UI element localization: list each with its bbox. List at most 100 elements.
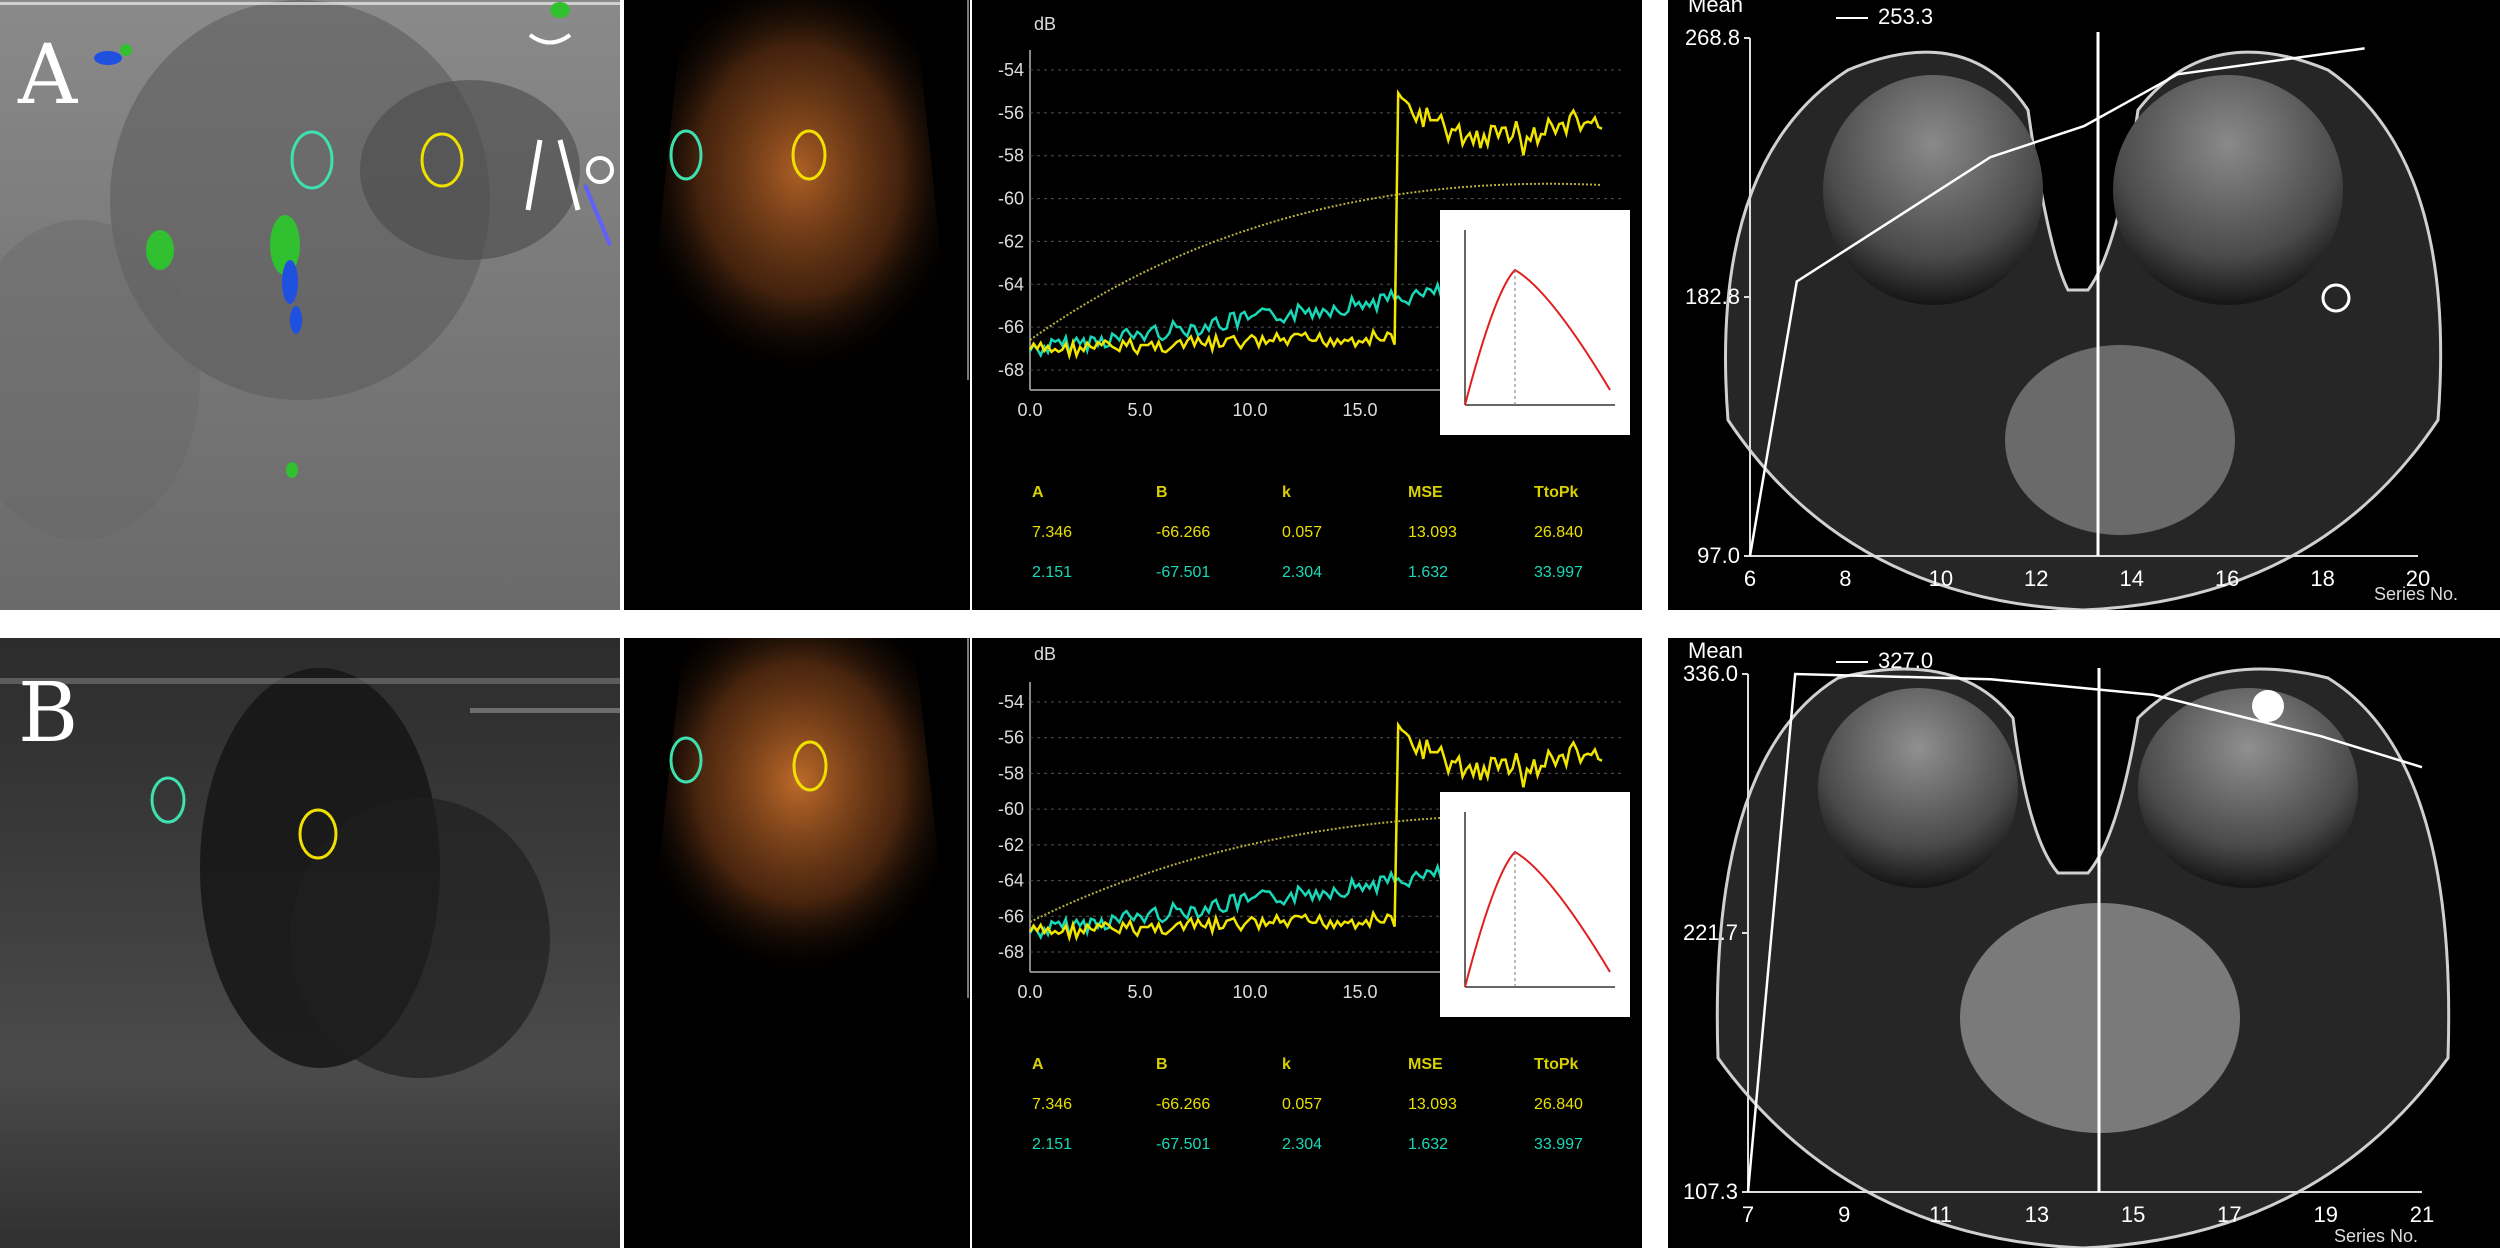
tic-x-tick: 0.0 bbox=[1017, 400, 1042, 420]
mri-x-tick: 18 bbox=[2310, 566, 2334, 591]
table-header: MSE bbox=[1408, 1056, 1443, 1073]
mri-image-a: Mean 253.3 268.8 182.8 97.0 6 8 10 12 14 16 18 20 … bbox=[1668, 0, 2500, 610]
tic-parameter-table: A B k MSE TtoPk 7.346 -66.266 0.057 13.0… bbox=[972, 462, 1642, 602]
mri-x-tick: 14 bbox=[2119, 566, 2143, 591]
mri-y-tick: 97.0 bbox=[1697, 543, 1740, 568]
mri-x-tick: 12 bbox=[2024, 566, 2048, 591]
row-a: A dB -54 -56 -58 -60 -62 -64 -66 -68 0.0 5.0 10.0 1… bbox=[0, 0, 2500, 610]
tic-y-tick: -54 bbox=[998, 692, 1024, 712]
mri-enhancement-curve bbox=[1746, 672, 2423, 1193]
mri-x-tick: 21 bbox=[2410, 1202, 2434, 1227]
tic-fit-curve bbox=[1029, 182, 1603, 341]
table-header: k bbox=[1282, 484, 1291, 501]
mri-title: Mean bbox=[1688, 0, 1743, 17]
ultrasound-image-b: B bbox=[0, 638, 620, 1248]
body-marker-icon bbox=[525, 139, 581, 211]
mri-x-tick: 11 bbox=[1929, 1202, 1952, 1227]
row-b: B dB -54 -56 -58 -60 -62 -64 -66 -68 0.0 5.0 10.0 1… bbox=[0, 638, 2500, 1248]
mri-y-tick: 336.0 bbox=[1683, 661, 1738, 686]
tic-x-tick: 0.0 bbox=[1017, 982, 1042, 1002]
mri-legend-value: 253.3 bbox=[1878, 4, 1933, 29]
row-label: A bbox=[18, 28, 78, 123]
table-header: MSE bbox=[1408, 484, 1443, 501]
table-cell: 33.997 bbox=[1534, 1136, 1583, 1153]
table-cell: 7.346 bbox=[1032, 1096, 1073, 1113]
mri-x-tick: 8 bbox=[1839, 566, 1851, 591]
roi-cyan-circle bbox=[669, 736, 703, 784]
roi-cyan-circle bbox=[290, 130, 334, 190]
tic-y-tick: -56 bbox=[998, 728, 1024, 748]
left-breast-tissue bbox=[1818, 688, 2018, 888]
table-header: k bbox=[1282, 1056, 1291, 1073]
table-header: A bbox=[1032, 484, 1044, 501]
table-cell: -66.266 bbox=[1156, 524, 1211, 541]
mri-x-tick: 13 bbox=[2025, 1202, 2049, 1227]
tic-y-tick: -54 bbox=[998, 60, 1024, 80]
ceus-image-a bbox=[624, 0, 970, 610]
ultrasound-image-a: A bbox=[0, 0, 620, 610]
mri-title: Mean bbox=[1688, 638, 1743, 663]
table-header: A bbox=[1032, 1056, 1044, 1073]
tic-plot-a: dB -54 -56 -58 -60 -62 -64 -66 -68 0.0 5.0 10.0 15.… bbox=[998, 14, 1630, 435]
roi-yellow-circle bbox=[792, 740, 828, 792]
roi-cyan-circle bbox=[669, 129, 703, 181]
tic-parameter-table: A B k MSE TtoPk 7.346 -66.266 0.057 13.0… bbox=[972, 1034, 1642, 1174]
tic-y-tick: -64 bbox=[998, 871, 1024, 891]
tic-y-tick: -68 bbox=[998, 360, 1024, 380]
mri-x-tick: 20 bbox=[2406, 566, 2430, 591]
table-cell: 2.304 bbox=[1282, 564, 1323, 581]
mri-x-tick: 16 bbox=[2215, 566, 2239, 591]
table-cell: 2.151 bbox=[1032, 564, 1073, 581]
mri-y-tick: 221.7 bbox=[1683, 920, 1738, 945]
table-cell: 0.057 bbox=[1282, 524, 1323, 541]
table-cell: -67.501 bbox=[1156, 564, 1211, 581]
mri-x-tick: 17 bbox=[2217, 1202, 2241, 1227]
roi-cyan-circle bbox=[150, 776, 186, 824]
roi-circle bbox=[2321, 283, 2351, 313]
table-cell: 26.840 bbox=[1534, 1096, 1583, 1113]
tic-chart-b: dB -54 -56 -58 -60 -62 -64 -66 -68 0.0 5.0 10.0 15.… bbox=[972, 638, 1642, 1248]
mri-x-tick: 7 bbox=[1742, 1202, 1754, 1227]
mri-image-b: Mean 327.0 336.0 221.7 107.3 7 9 11 13 15 17 19 21… bbox=[1668, 638, 2500, 1248]
mri-plot-b: Mean 327.0 336.0 221.7 107.37 9 11 13 15 17 19 21… bbox=[1683, 638, 2451, 1248]
tic-y-tick: -66 bbox=[998, 906, 1024, 926]
tic-y-tick: -64 bbox=[998, 274, 1024, 294]
ceus-enhancement bbox=[644, 0, 954, 380]
tic-inset-diagram bbox=[1440, 792, 1630, 1017]
right-breast-tissue bbox=[2138, 688, 2358, 888]
heart bbox=[2005, 345, 2235, 535]
mri-x-tick: 10 bbox=[1929, 566, 1953, 591]
tic-x-tick: 10.0 bbox=[1232, 982, 1267, 1002]
mri-y-tick: 268.8 bbox=[1685, 25, 1740, 50]
mri-x-label: Series No. bbox=[2374, 584, 2458, 604]
tic-unit: dB bbox=[1034, 14, 1056, 34]
mri-x-tick: 15 bbox=[2121, 1202, 2145, 1227]
table-cell: 26.840 bbox=[1534, 524, 1583, 541]
mri-enhancement-curve bbox=[1748, 47, 2365, 557]
tic-x-tick: 5.0 bbox=[1127, 400, 1152, 420]
tic-x-tick: 5.0 bbox=[1127, 982, 1152, 1002]
tic-y-tick: -60 bbox=[998, 189, 1024, 209]
tic-unit: dB bbox=[1034, 644, 1056, 664]
mri-y-tick: 107.3 bbox=[1683, 1179, 1738, 1204]
tic-x-tick: 10.0 bbox=[1232, 400, 1267, 420]
enhancing-lesion bbox=[2252, 690, 2284, 722]
mri-y-tick: 182.8 bbox=[1685, 284, 1740, 309]
tic-y-tick: -58 bbox=[998, 146, 1024, 166]
tic-series-yellow bbox=[1028, 721, 1603, 943]
table-header: B bbox=[1156, 484, 1168, 501]
tic-y-tick: -66 bbox=[998, 317, 1024, 337]
tic-x-tick: 15.0 bbox=[1342, 982, 1377, 1002]
mri-x-tick: 19 bbox=[2313, 1202, 2337, 1227]
tic-y-tick: -62 bbox=[998, 231, 1024, 251]
right-breast-tissue bbox=[2113, 75, 2343, 305]
table-cell: 0.057 bbox=[1282, 1096, 1323, 1113]
table-cell: -67.501 bbox=[1156, 1136, 1211, 1153]
mri-x-label: Series No. bbox=[2334, 1226, 2418, 1246]
tic-y-tick: -60 bbox=[998, 799, 1024, 819]
table-header: TtoPk bbox=[1534, 1056, 1579, 1073]
table-cell: 1.632 bbox=[1408, 1136, 1449, 1153]
left-breast-tissue bbox=[1823, 75, 2043, 305]
ultrasound-overlay-b bbox=[0, 668, 620, 1078]
